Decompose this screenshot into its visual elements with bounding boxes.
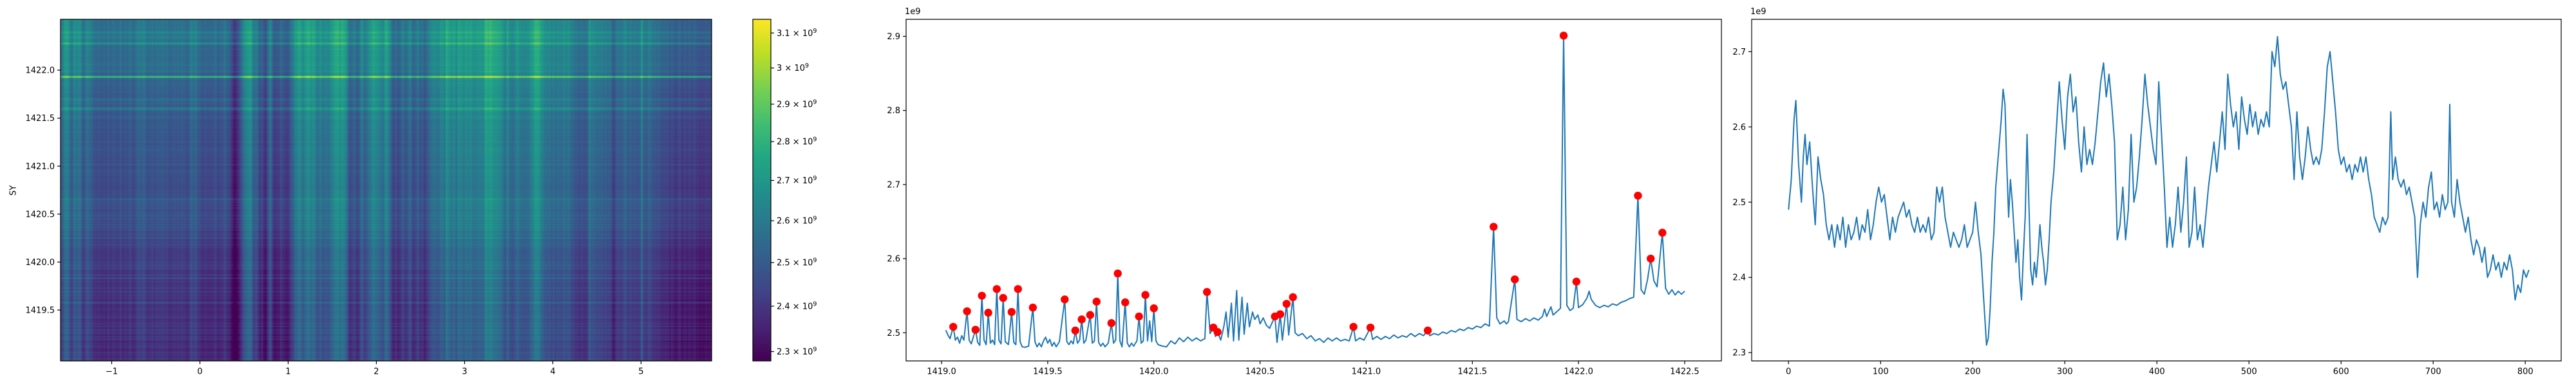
heatmap-x-tick-label: 1: [285, 367, 290, 377]
timeseries-y-tick-label: 2.7: [1732, 48, 1746, 57]
spectrum-x-tick-label: 1419.5: [1033, 367, 1063, 377]
peak-marker: [1113, 269, 1122, 278]
peak-marker: [1014, 285, 1022, 293]
heatmap-image: [61, 19, 712, 361]
heatmap-y-tick-label: 1421.0: [26, 162, 55, 172]
heatmap-x-tick-label: 5: [638, 367, 643, 377]
peak-marker: [949, 322, 958, 331]
peak-marker: [1213, 327, 1222, 336]
peak-marker: [1086, 311, 1095, 319]
colorbar-tick-label: 2.9 × 109: [777, 98, 817, 109]
peak-marker: [1061, 295, 1069, 304]
spectrum-y-tick-label: 2.8: [887, 106, 900, 116]
peak-marker: [978, 291, 986, 300]
peak-marker: [1007, 308, 1016, 317]
timeseries-line: [1788, 35, 2530, 346]
spectrum-x-tick-label: 1421.0: [1352, 367, 1381, 377]
timeseries-y-tick-label: 2.3: [1732, 349, 1746, 358]
peak-marker: [992, 285, 1001, 293]
peak-marker: [1121, 298, 1130, 307]
spectrum-x-tick-label: 1422.5: [1670, 367, 1700, 377]
timeseries-x-tick-label: 600: [2333, 367, 2349, 377]
peak-marker: [1202, 288, 1211, 297]
peak-marker: [1366, 323, 1375, 332]
peak-marker: [984, 308, 992, 317]
spectrum-spines: [905, 19, 1722, 362]
heatmap-y-tick-label: 1420.0: [26, 258, 55, 268]
timeseries-x-tick-label: 0: [1786, 367, 1791, 377]
peak-marker: [1150, 304, 1158, 313]
timeseries-x-tick-label: 500: [2241, 367, 2257, 377]
colorbar-tick-label: 2.7 × 109: [777, 175, 817, 186]
heatmap-x-tick-label: 2: [374, 367, 379, 377]
timeseries-x-tick-label: 800: [2517, 367, 2533, 377]
peak-marker: [1107, 319, 1116, 327]
colorbar-tick-label: 2.6 × 109: [777, 216, 817, 226]
spectrum-offset-label: 1e9: [905, 7, 921, 17]
peak-marker: [1658, 228, 1667, 237]
colorbar-tick-label: 3.1 × 109: [777, 28, 817, 39]
spectrum-x-tick-label: 1421.5: [1458, 367, 1488, 377]
timeseries-spines: [1751, 19, 2562, 362]
peak-marker: [963, 307, 971, 316]
timeseries-x-tick-label: 400: [2149, 367, 2165, 377]
heatmap-y-tick-label: 1422.0: [26, 66, 55, 76]
timeseries-y-tick-label: 2.4: [1732, 273, 1746, 283]
heatmap-ylabel: SY: [8, 185, 19, 196]
peak-marker: [1282, 300, 1291, 308]
peak-marker: [1559, 32, 1568, 40]
spectrum-x-tick-label: 1420.5: [1245, 367, 1275, 377]
peak-marker: [1135, 312, 1143, 321]
colorbar-tick-label: 2.5 × 109: [777, 257, 817, 268]
heatmap-y-tick-label: 1421.5: [26, 114, 55, 124]
peak-marker: [1028, 303, 1037, 312]
peak-marker: [999, 293, 1007, 302]
peak-marker: [971, 326, 980, 334]
peak-marker: [1141, 291, 1150, 299]
timeseries-offset-label: 1e9: [1750, 7, 1766, 17]
timeseries-x-tick-label: 300: [2057, 367, 2073, 377]
heatmap-spines: [60, 19, 712, 362]
colorbar-tick-label: 2.8 × 109: [777, 136, 817, 147]
colorbar-tick-label: 3 × 109: [777, 62, 809, 73]
spectrum-x-tick-label: 1419.0: [927, 367, 956, 377]
peak-marker: [1092, 297, 1101, 306]
heatmap-y-tick-label: 1420.5: [26, 210, 55, 219]
heatmap-x-tick-label: 3: [462, 367, 467, 377]
peak-marker: [1511, 275, 1519, 284]
peak-marker: [1634, 191, 1642, 200]
peak-marker: [1572, 277, 1581, 286]
peak-marker: [1647, 254, 1655, 263]
colorbar-gradient: [753, 19, 771, 361]
spectrum-y-tick-label: 2.6: [887, 255, 900, 264]
colorbar-tick-label: 2.4 × 109: [777, 300, 817, 311]
spectrum-y-tick-label: 2.5: [887, 329, 900, 338]
timeseries-y-tick-label: 2.6: [1732, 123, 1746, 133]
peak-marker: [1490, 223, 1498, 231]
timeseries-x-tick-label: 700: [2425, 367, 2441, 377]
heatmap-x-tick-label: 4: [550, 367, 555, 377]
heatmap-x-tick-label: −1: [106, 367, 118, 377]
heatmap-y-tick-label: 1419.5: [26, 306, 55, 315]
spectrum-x-tick-label: 1420.0: [1139, 367, 1169, 377]
peak-marker: [1289, 293, 1297, 302]
heatmap-x-tick-label: 0: [197, 367, 202, 377]
peak-marker: [1071, 326, 1079, 335]
spectrum-y-tick-label: 2.9: [887, 32, 900, 42]
peak-marker: [1349, 322, 1358, 331]
timeseries-y-tick-label: 2.5: [1732, 198, 1746, 208]
colorbar-outline: [752, 19, 772, 362]
peak-marker: [1077, 315, 1086, 324]
spectrum-line: [945, 35, 1685, 348]
peak-marker: [1423, 326, 1432, 335]
peak-marker: [1276, 310, 1285, 318]
timeseries-x-tick-label: 200: [1965, 367, 1981, 377]
spectrum-y-tick-label: 2.7: [887, 180, 900, 190]
timeseries-x-tick-label: 100: [1873, 367, 1889, 377]
colorbar-tick-label: 2.3 × 109: [777, 346, 817, 357]
spectrum-x-tick-label: 1422.0: [1564, 367, 1593, 377]
